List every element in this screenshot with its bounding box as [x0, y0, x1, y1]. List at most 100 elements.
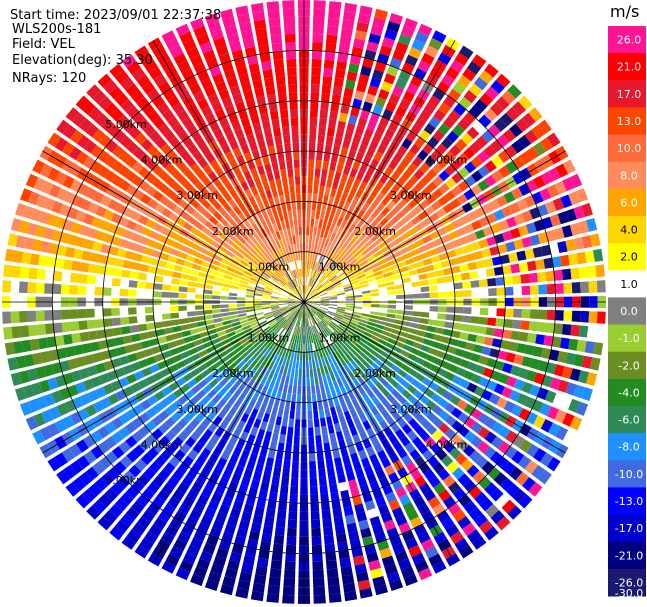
range-gate	[343, 314, 353, 319]
range-gate	[55, 374, 67, 388]
range-gate	[394, 284, 404, 290]
range-gate	[241, 30, 254, 41]
range-gate	[136, 289, 145, 297]
range-gate	[254, 400, 262, 411]
range-gate	[314, 376, 319, 386]
range-gate	[293, 351, 298, 361]
range-gate	[328, 119, 337, 129]
range-gate	[362, 293, 371, 297]
range-gate	[395, 255, 405, 263]
range-gate	[321, 277, 329, 285]
range-gate	[555, 426, 569, 441]
range-gate	[359, 587, 373, 599]
range-gate	[234, 238, 243, 248]
range-gate	[260, 481, 270, 492]
range-gate	[434, 327, 445, 335]
range-gate	[200, 77, 213, 90]
range-gate	[366, 427, 376, 438]
range-gate	[297, 296, 304, 302]
range-gate	[127, 289, 137, 297]
range-gate	[231, 120, 242, 132]
range-gate	[298, 302, 304, 309]
range-gate	[308, 308, 314, 317]
range-gate	[217, 363, 228, 373]
range-gate	[240, 144, 250, 155]
range-gate	[477, 326, 487, 335]
range-gate	[139, 439, 151, 452]
range-gate	[442, 203, 454, 214]
range-gate	[277, 408, 284, 418]
range-gate	[569, 173, 583, 188]
range-gate	[277, 268, 284, 277]
range-gate	[190, 430, 202, 442]
range-gate	[187, 311, 196, 317]
range-gate	[265, 189, 273, 199]
range-gate	[324, 543, 336, 553]
range-gate	[313, 244, 318, 253]
range-gate	[415, 372, 426, 383]
range-gate	[221, 227, 231, 237]
range-gate	[262, 294, 271, 298]
radar-ray	[304, 302, 433, 581]
range-gate	[312, 299, 321, 301]
range-gate	[308, 260, 312, 269]
range-gate	[419, 394, 430, 405]
range-gate	[400, 349, 410, 358]
range-gate	[192, 442, 204, 454]
range-gate	[172, 325, 182, 333]
range-gate	[172, 271, 182, 279]
range-gate	[288, 305, 297, 310]
range-gate	[35, 366, 47, 379]
range-gate	[322, 220, 328, 230]
range-gate	[185, 341, 196, 350]
range-gate	[268, 370, 275, 380]
range-gate	[356, 82, 367, 93]
range-gate	[456, 399, 468, 411]
range-gate	[268, 278, 277, 285]
range-gate	[338, 155, 346, 165]
range-gate	[351, 196, 360, 206]
range-gate	[144, 290, 154, 298]
range-gate	[454, 52, 469, 66]
range-gate	[437, 306, 447, 313]
range-gate	[312, 302, 321, 304]
range-gate	[79, 393, 92, 406]
range-gate	[339, 357, 347, 367]
range-gate	[570, 324, 580, 337]
range-gate	[258, 320, 267, 326]
range-gate	[295, 360, 299, 369]
range-gate	[232, 341, 242, 350]
range-gate	[593, 248, 604, 262]
range-gate	[321, 246, 327, 256]
range-gate	[196, 389, 207, 400]
range-gate	[307, 326, 310, 336]
range-gate	[129, 271, 139, 280]
range-gate	[432, 417, 444, 429]
range-gate	[234, 328, 244, 335]
radar-ray	[304, 302, 606, 324]
range-gate	[393, 220, 404, 230]
range-gate	[370, 292, 380, 297]
range-gate	[333, 316, 342, 322]
range-gate	[264, 516, 275, 527]
elevation-text: Elevation(deg): 35.30	[12, 53, 153, 68]
range-gate	[94, 112, 109, 127]
range-gate	[158, 468, 171, 481]
range-gate	[250, 71, 262, 82]
range-gate	[172, 436, 184, 448]
range-gate	[342, 280, 351, 286]
range-gate	[528, 482, 543, 497]
colorbar-tick-label: 6.0	[620, 196, 638, 209]
range-gate	[189, 406, 200, 417]
range-gate	[321, 237, 326, 247]
range-gate	[313, 8, 326, 18]
range-gate	[233, 388, 242, 399]
range-gate	[353, 555, 366, 566]
range-gate	[436, 245, 446, 254]
range-gate	[202, 164, 213, 175]
range-gate	[32, 159, 46, 174]
range-gate	[391, 411, 402, 422]
radar-ray	[304, 302, 598, 386]
range-gate	[374, 8, 388, 20]
range-gate	[175, 567, 190, 581]
